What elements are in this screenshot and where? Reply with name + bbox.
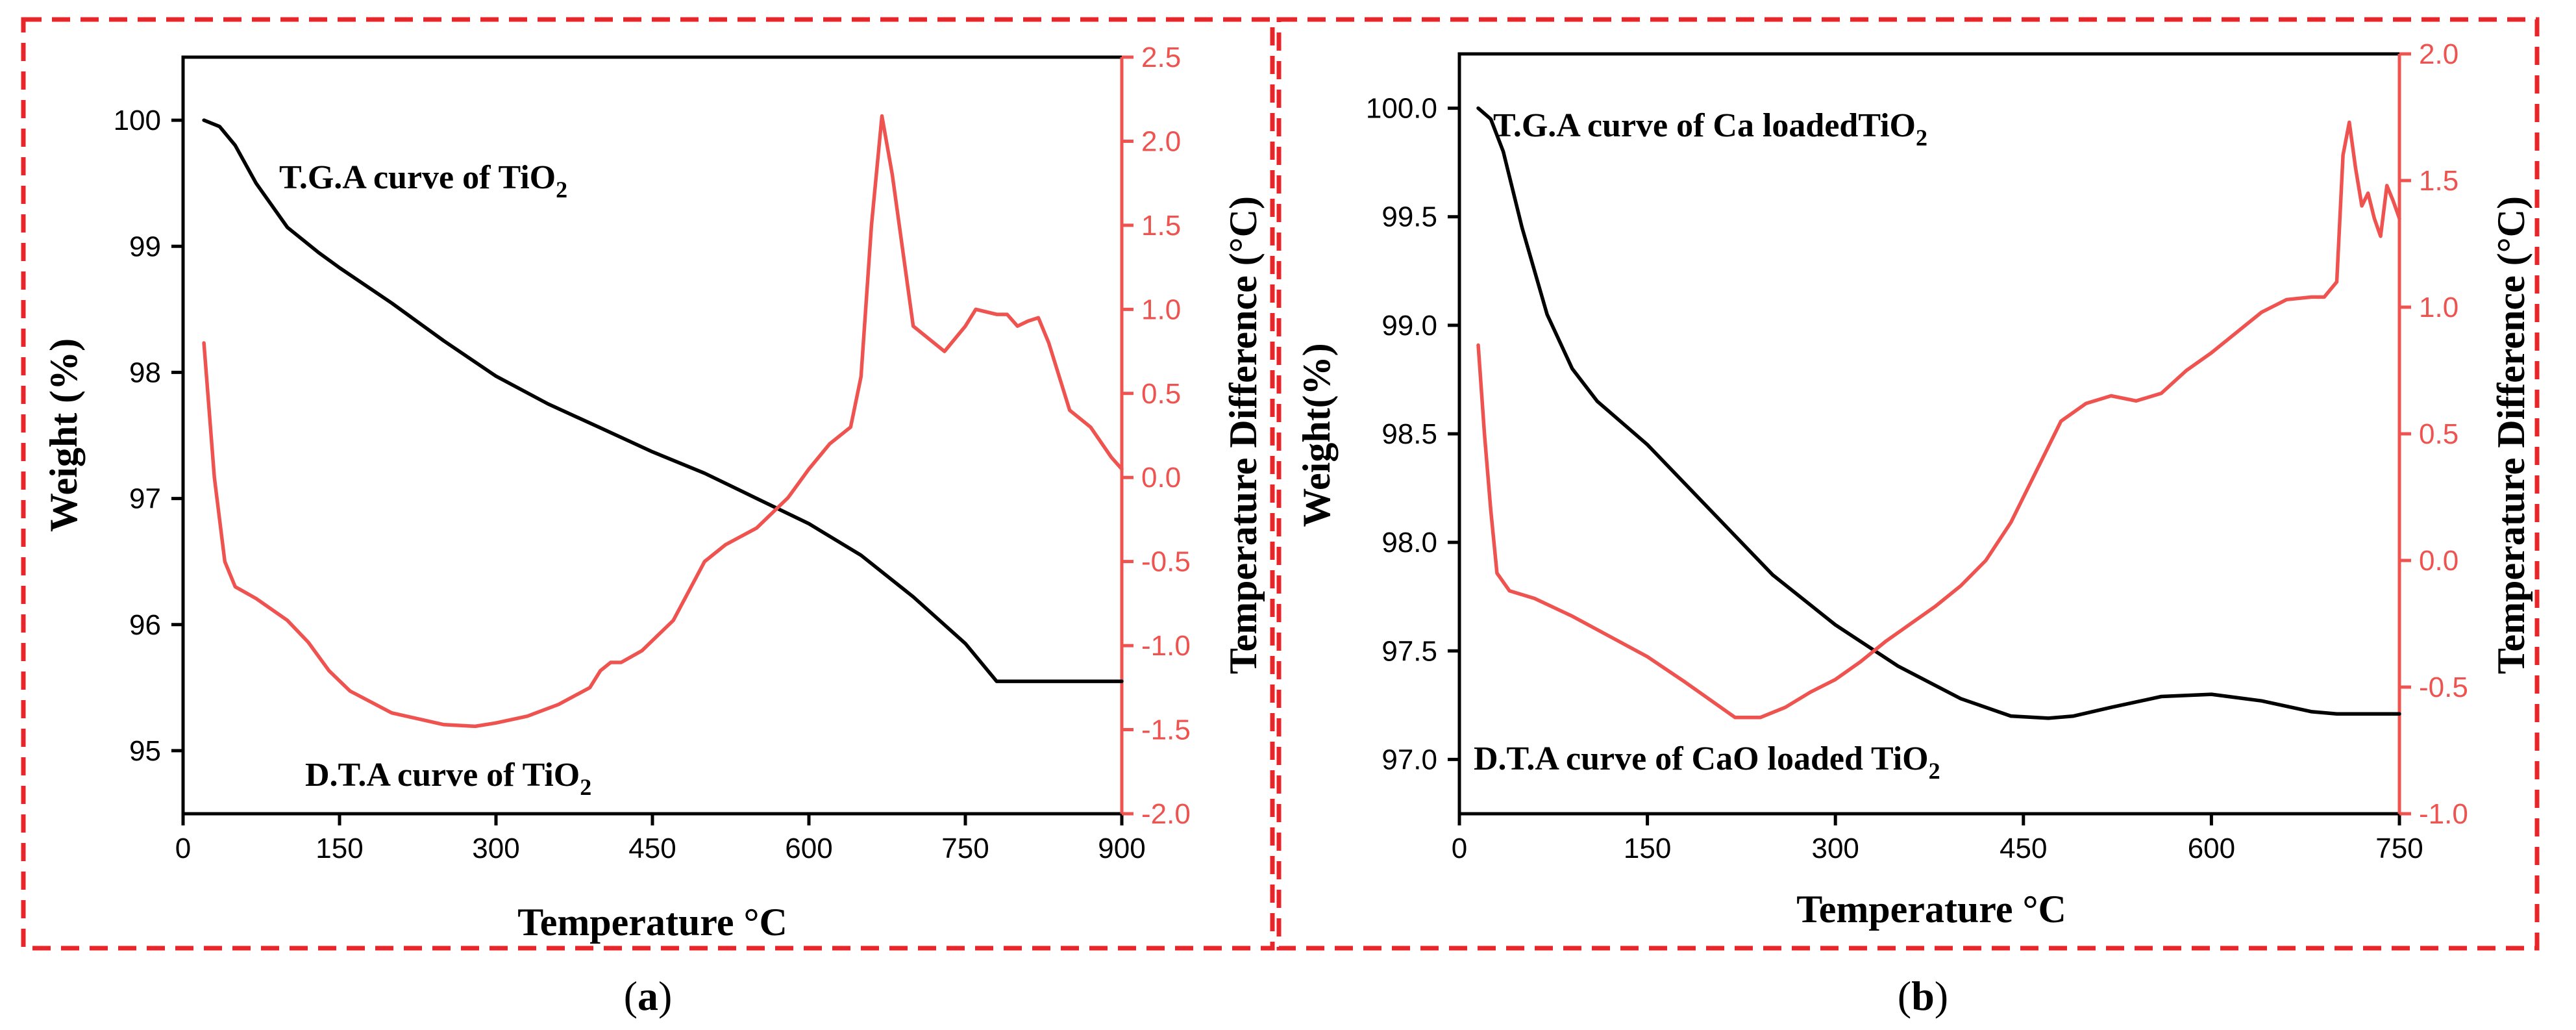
panel-a-y-right-title: Temperature Difference (°C) <box>1222 196 1265 674</box>
panel-a: 0 150 300 450 600 750 900 95 96 97 98 99 100 -2.0 -1… <box>42 42 1265 1019</box>
panel-b-x-axis: 0 150 300 450 600 750 <box>1452 814 2423 864</box>
panel-a-tga-annotation: T.G.A curve of TiO2 <box>279 159 567 203</box>
x-tick-label: 150 <box>316 833 363 864</box>
x-tick-label: 450 <box>2000 833 2047 864</box>
panel-b-y-right-axis: -1.0 -0.5 0.0 0.5 1.0 1.5 2.0 <box>2397 38 2468 830</box>
y-right-tick-label: 1.5 <box>2419 165 2458 197</box>
y-right-tick-label: 2.5 <box>1141 42 1181 73</box>
y-right-tick-label: 0.0 <box>2419 545 2458 577</box>
y-right-tick-label: 2.0 <box>1141 125 1181 157</box>
x-tick-label: 150 <box>1624 833 1671 864</box>
panel-a-y-left-title: Weight (%) <box>42 338 85 532</box>
y-left-tick-label: 98.0 <box>1381 527 1437 559</box>
panel-b-y-left-title: Weight(%) <box>1295 343 1338 527</box>
x-tick-label: 750 <box>941 833 989 864</box>
y-left-tick-label: 97.5 <box>1381 635 1437 667</box>
panel-a-tga-line <box>202 118 1124 683</box>
y-left-tick-label: 100.0 <box>1366 93 1437 125</box>
y-left-tick-label: 97.0 <box>1381 744 1437 775</box>
x-tick-label: 600 <box>2188 833 2235 864</box>
x-tick-label: 600 <box>785 833 832 864</box>
y-right-tick-label: 0.5 <box>2419 418 2458 450</box>
y-left-tick-label: 98.5 <box>1381 418 1437 450</box>
y-right-tick-label: 1.0 <box>1141 294 1181 325</box>
y-left-tick-label: 96 <box>129 609 161 641</box>
panel-a-y-left-axis: 95 96 97 98 99 100 <box>114 105 183 767</box>
panel-a-caption: (a) <box>624 973 673 1019</box>
panel-b: 0 150 300 450 600 750 97.0 97.5 98.0 98.5 99.0 99.… <box>1295 38 2533 1019</box>
panel-b-x-axis-title: Temperature °C <box>1796 888 2066 931</box>
y-right-tick-label: 0.5 <box>1141 378 1181 410</box>
panel-b-dta-line <box>1476 120 2401 720</box>
y-right-tick-label: -0.5 <box>2419 672 2468 703</box>
y-left-tick-label: 99.5 <box>1381 201 1437 233</box>
panel-b-frame <box>1276 17 2540 951</box>
panel-b-tga-line <box>1476 106 2401 720</box>
panel-a-y-right-axis: -2.0 -1.5 -1.0 -0.5 0.0 0.5 1.0 1.5 2.0 2.5 <box>1120 42 1191 830</box>
panel-b-caption: (b) <box>1898 973 1948 1019</box>
y-right-tick-label: -2.0 <box>1141 798 1191 830</box>
x-tick-label: 750 <box>2375 833 2423 864</box>
x-tick-label: 900 <box>1098 833 1145 864</box>
y-right-tick-label: -1.0 <box>1141 630 1191 662</box>
panel-b-y-left-axis: 97.0 97.5 98.0 98.5 99.0 99.5 100.0 <box>1366 93 1459 775</box>
panel-b-dta-annotation: D.T.A curve of CaO loaded TiO2 <box>1474 740 1940 784</box>
panel-a-frame <box>21 17 1275 951</box>
x-tick-label: 0 <box>175 833 191 864</box>
y-left-tick-label: 97 <box>129 483 161 515</box>
y-right-tick-label: -1.0 <box>2419 798 2468 830</box>
x-tick-label: 0 <box>1452 833 1467 864</box>
panel-b-tga-annotation: T.G.A curve of Ca loadedTiO2 <box>1493 107 1927 151</box>
y-right-tick-label: 0.0 <box>1141 462 1181 494</box>
panel-a-x-axis: 0 150 300 450 600 750 900 <box>175 814 1146 864</box>
x-tick-label: 450 <box>628 833 676 864</box>
y-left-tick-label: 100 <box>114 105 161 136</box>
y-left-tick-label: 99.0 <box>1381 310 1437 342</box>
y-left-tick-label: 98 <box>129 357 161 388</box>
y-left-tick-label: 95 <box>129 735 161 767</box>
panel-a-x-axis-title: Temperature °C <box>517 901 787 944</box>
x-tick-label: 300 <box>472 833 519 864</box>
panel-a-dta-line <box>202 114 1124 729</box>
y-right-tick-label: -0.5 <box>1141 546 1191 578</box>
y-right-tick-label: 2.0 <box>2419 38 2458 70</box>
y-right-tick-label: 1.0 <box>2419 292 2458 323</box>
panel-a-dta-annotation: D.T.A curve of TiO2 <box>305 757 591 800</box>
y-right-tick-label: 1.5 <box>1141 210 1181 242</box>
panel-b-y-right-title: Temperature Difference (°C) <box>2490 196 2533 674</box>
y-right-tick-label: -1.5 <box>1141 714 1191 746</box>
y-left-tick-label: 99 <box>129 231 161 262</box>
x-tick-label: 300 <box>1811 833 1859 864</box>
